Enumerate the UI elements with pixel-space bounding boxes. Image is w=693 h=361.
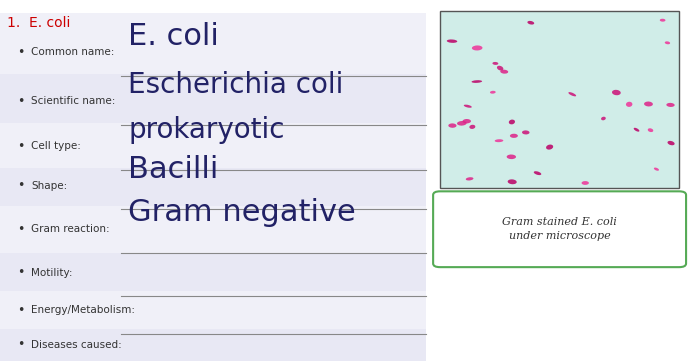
Text: Gram reaction:: Gram reaction: (31, 224, 109, 234)
Ellipse shape (507, 155, 516, 159)
FancyBboxPatch shape (0, 206, 426, 253)
Text: •: • (17, 304, 25, 317)
Text: Scientific name:: Scientific name: (31, 96, 116, 106)
Ellipse shape (497, 66, 503, 70)
Text: E. coli: E. coli (128, 22, 219, 51)
Text: 1.  E. coli: 1. E. coli (7, 16, 70, 30)
Text: prokaryotic: prokaryotic (128, 116, 285, 144)
Text: •: • (17, 140, 25, 153)
Ellipse shape (612, 90, 621, 95)
Text: •: • (17, 179, 25, 192)
Text: •: • (17, 46, 25, 59)
Ellipse shape (660, 19, 665, 22)
Ellipse shape (508, 179, 517, 184)
Ellipse shape (527, 21, 534, 25)
Ellipse shape (601, 117, 606, 120)
Ellipse shape (510, 134, 518, 138)
Ellipse shape (490, 91, 495, 93)
Ellipse shape (654, 168, 659, 171)
FancyBboxPatch shape (0, 168, 426, 206)
Text: Common name:: Common name: (31, 47, 114, 57)
Ellipse shape (667, 103, 675, 107)
Ellipse shape (644, 101, 653, 106)
Ellipse shape (462, 119, 471, 123)
Ellipse shape (626, 102, 633, 107)
Ellipse shape (469, 125, 475, 129)
FancyBboxPatch shape (433, 191, 686, 267)
Ellipse shape (509, 119, 515, 124)
Text: Shape:: Shape: (31, 181, 67, 191)
Ellipse shape (466, 177, 473, 180)
Ellipse shape (522, 130, 529, 134)
Ellipse shape (448, 123, 457, 128)
FancyBboxPatch shape (0, 74, 426, 123)
Ellipse shape (581, 181, 589, 185)
FancyBboxPatch shape (0, 291, 426, 329)
Ellipse shape (648, 128, 653, 132)
Text: •: • (17, 266, 25, 279)
Ellipse shape (633, 128, 640, 132)
Text: Gram stained E. coli
under microscope: Gram stained E. coli under microscope (502, 217, 617, 241)
Ellipse shape (500, 70, 508, 74)
Ellipse shape (447, 39, 457, 43)
Ellipse shape (534, 171, 541, 175)
Text: Motility:: Motility: (31, 268, 73, 278)
FancyBboxPatch shape (440, 11, 679, 188)
Ellipse shape (457, 121, 466, 126)
Ellipse shape (495, 139, 503, 142)
Ellipse shape (546, 144, 553, 149)
Text: •: • (17, 95, 25, 108)
Ellipse shape (568, 92, 576, 96)
Text: Diseases caused:: Diseases caused: (31, 340, 122, 350)
Ellipse shape (493, 62, 498, 65)
Ellipse shape (472, 45, 482, 51)
Text: Escherichia coli: Escherichia coli (128, 71, 344, 99)
Text: Bacilli: Bacilli (128, 155, 218, 184)
Text: Energy/Metabolism:: Energy/Metabolism: (31, 305, 135, 316)
Ellipse shape (464, 105, 472, 108)
FancyBboxPatch shape (0, 329, 426, 361)
Ellipse shape (667, 141, 675, 145)
Text: •: • (17, 223, 25, 236)
Text: Cell type:: Cell type: (31, 141, 81, 151)
Ellipse shape (471, 80, 482, 83)
Ellipse shape (665, 42, 670, 44)
FancyBboxPatch shape (0, 123, 426, 168)
FancyBboxPatch shape (0, 253, 426, 291)
FancyBboxPatch shape (0, 13, 426, 74)
Text: Gram negative: Gram negative (128, 199, 356, 227)
Text: •: • (17, 338, 25, 351)
